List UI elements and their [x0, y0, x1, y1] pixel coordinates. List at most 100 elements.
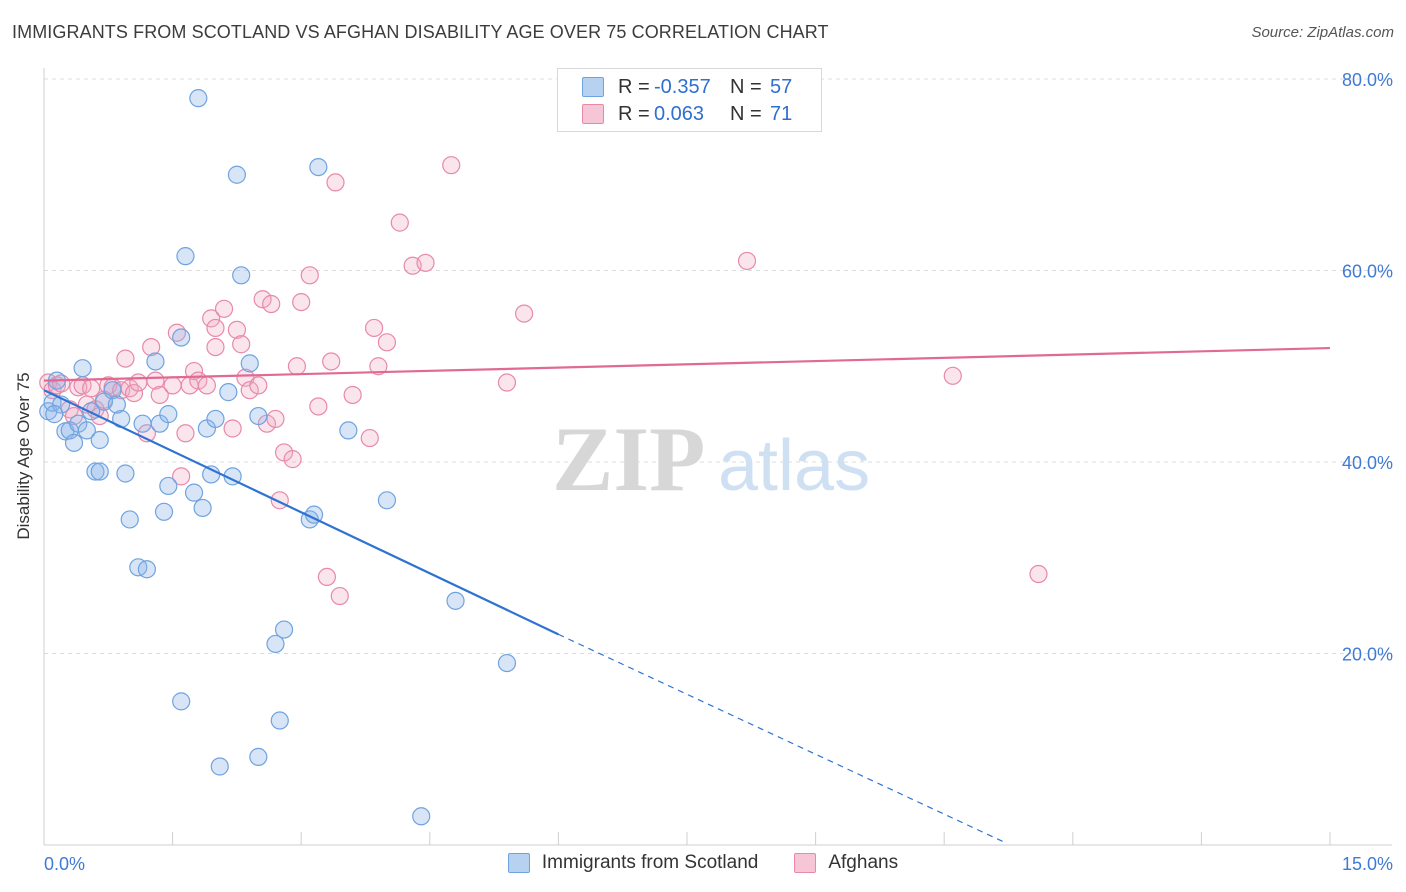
- point-afghans: [206, 338, 225, 357]
- x-tick-label: 0.0%: [44, 854, 85, 874]
- point-scotland: [210, 757, 229, 776]
- point-afghans: [300, 266, 319, 285]
- point-scotland: [274, 620, 294, 639]
- point-scotland: [172, 328, 191, 347]
- point-scotland: [377, 491, 397, 510]
- point-scotland: [446, 591, 465, 610]
- point-afghans: [515, 304, 534, 323]
- x-tick-label: 15.0%: [1342, 854, 1393, 874]
- point-afghans: [322, 352, 341, 371]
- point-afghans: [283, 450, 302, 469]
- point-afghans: [206, 318, 225, 338]
- point-afghans: [343, 385, 362, 405]
- point-scotland: [232, 266, 251, 285]
- bottom-legend-item-scotland: Immigrants from Scotland: [507, 852, 759, 874]
- point-scotland: [107, 395, 126, 414]
- point-scotland: [309, 157, 328, 177]
- legend-n-label: N =: [730, 102, 762, 125]
- legend-row-afghans: R = 0.063 N = 71: [582, 101, 792, 127]
- legend-swatch-afghans: [582, 104, 604, 124]
- point-afghans: [390, 213, 409, 232]
- point-afghans: [116, 349, 135, 368]
- point-scotland: [497, 653, 517, 673]
- point-afghans: [292, 292, 311, 312]
- trend-line-scotland: [43, 389, 559, 636]
- point-afghans: [360, 428, 379, 448]
- legend-r-value: 0.063: [654, 102, 705, 125]
- legend: R = -0.357 N = 57 R = 0.063 N = 71: [557, 68, 822, 132]
- point-afghans: [737, 251, 757, 271]
- legend-r-value: -0.357: [654, 75, 711, 98]
- point-afghans: [124, 383, 144, 403]
- chart-title: IMMIGRANTS FROM SCOTLAND VS AFGHAN DISAB…: [12, 22, 829, 42]
- point-scotland: [116, 464, 135, 483]
- point-scotland: [120, 510, 139, 529]
- point-scotland: [90, 462, 109, 481]
- point-scotland: [339, 421, 358, 440]
- point-scotland: [270, 711, 289, 730]
- watermark-zip: ZIP: [552, 408, 705, 510]
- point-afghans: [369, 357, 388, 376]
- point-afghans: [146, 371, 165, 390]
- source-label: Source: ZipAtlas.com: [1251, 24, 1394, 41]
- point-afghans: [214, 299, 234, 318]
- tick-labels: 20.0% 40.0% 60.0% 80.0% 0.0% 15.0%: [44, 70, 1393, 874]
- point-afghans: [943, 366, 962, 385]
- point-afghans: [262, 294, 281, 314]
- point-afghans: [232, 335, 251, 354]
- point-scotland: [146, 352, 165, 371]
- point-afghans: [227, 320, 246, 339]
- y-tick-label: 80.0%: [1342, 70, 1393, 90]
- bottom-legend-label-afghans: Afghans: [828, 852, 899, 873]
- trend-lines: [43, 346, 1331, 843]
- point-afghans: [1029, 564, 1048, 584]
- point-scotland: [64, 433, 84, 452]
- trend-line-afghans: [43, 346, 1331, 382]
- point-scotland: [73, 359, 92, 378]
- trend-line-scotland-extension: [558, 633, 1005, 843]
- point-afghans: [249, 376, 268, 395]
- point-afghans: [142, 338, 161, 357]
- point-scotland: [227, 165, 246, 184]
- point-afghans: [176, 424, 195, 443]
- bottom-legend-label-scotland: Immigrants from Scotland: [541, 852, 759, 873]
- point-scotland: [240, 354, 259, 373]
- legend-swatch-scotland: [582, 77, 604, 97]
- bottom-legend-item-afghans: Afghans: [794, 852, 898, 874]
- point-scotland: [189, 89, 208, 108]
- point-scotland: [86, 462, 105, 481]
- bottom-legend: Immigrants from Scotland Afghans: [0, 852, 1406, 874]
- point-afghans: [416, 253, 435, 272]
- point-afghans: [129, 373, 148, 392]
- point-scotland: [219, 383, 238, 402]
- bottom-legend-swatch-scotland: [507, 853, 530, 873]
- point-scotland: [184, 483, 204, 502]
- point-scotland: [154, 502, 174, 521]
- watermark: ZIP atlas: [552, 408, 870, 510]
- point-afghans: [497, 373, 517, 392]
- y-tick-label: 60.0%: [1342, 262, 1393, 282]
- point-scotland: [193, 498, 212, 518]
- point-scotland: [159, 476, 178, 496]
- point-scotland: [45, 405, 64, 424]
- point-scotland: [206, 409, 225, 429]
- point-scotland: [249, 406, 268, 426]
- point-scotland: [412, 807, 431, 826]
- point-afghans: [442, 156, 461, 175]
- bottom-legend-swatch-afghans: [794, 853, 817, 873]
- point-scotland: [133, 414, 152, 433]
- point-afghans: [330, 586, 349, 606]
- point-scotland: [90, 430, 109, 450]
- point-afghans: [377, 333, 397, 352]
- legend-n-value: 71: [770, 102, 793, 125]
- point-afghans: [150, 385, 169, 405]
- point-afghans: [202, 309, 221, 328]
- axes: [43, 68, 1392, 846]
- y-axis-label: Disability Age Over 75: [14, 372, 33, 540]
- point-scotland: [159, 405, 178, 424]
- legend-r-label: R =: [618, 75, 650, 98]
- point-afghans: [240, 381, 259, 400]
- point-afghans: [197, 376, 216, 395]
- series-afghans: [39, 156, 1048, 606]
